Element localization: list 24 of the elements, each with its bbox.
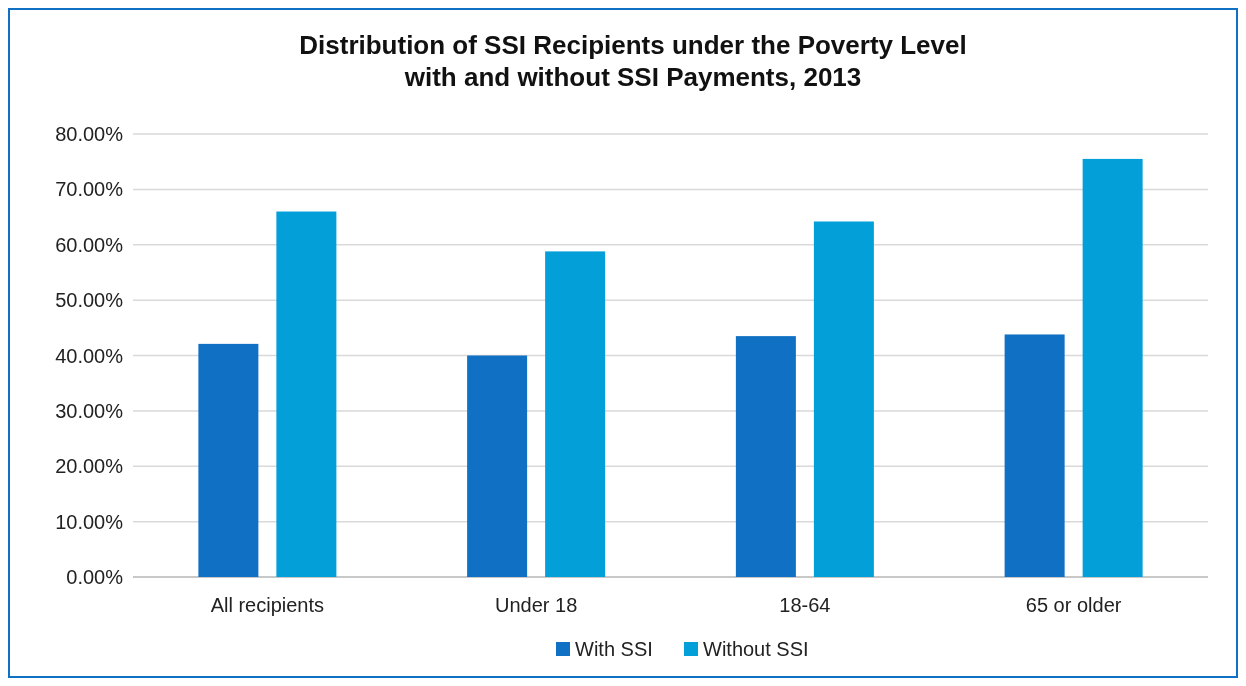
y-tick-label: 60.00% [55,233,124,256]
chart-title: Distribution of SSI Recipients under the Poverty Level with and without SSI Payments, 2013 [299,30,967,92]
x-tick-label: All recipients [210,594,325,616]
y-tick-label: 40.00% [55,344,124,367]
legend-label: With SSI [575,638,653,660]
bar [198,343,259,577]
bar [813,221,874,577]
bar [276,211,337,577]
y-tick-label: 10.00% [55,510,124,533]
x-tick-label: 65 or older [1025,594,1122,616]
bar [467,355,528,577]
bar [545,251,606,577]
bar [1082,158,1143,577]
y-tick-label: 50.00% [55,289,124,312]
x-tick-label: Under 18 [494,594,578,616]
y-tick-label: 20.00% [55,455,124,478]
legend-label: Without SSI [703,638,809,660]
bar [1004,334,1065,577]
y-tick-label: 70.00% [55,178,124,201]
y-tick-label: 0.00% [66,566,124,588]
y-tick-label: 30.00% [55,399,124,422]
x-tick-label: 18-64 [779,594,831,616]
bar [735,336,796,577]
y-tick-label: 80.00% [55,123,124,145]
